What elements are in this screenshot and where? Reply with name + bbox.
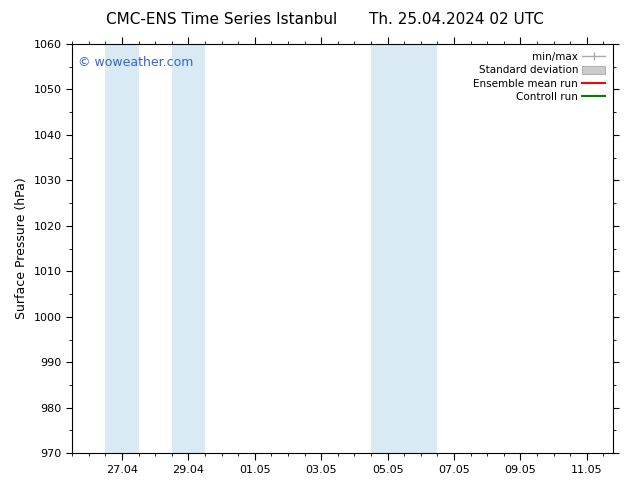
Text: CMC-ENS Time Series Istanbul: CMC-ENS Time Series Istanbul: [107, 12, 337, 27]
Text: Th. 25.04.2024 02 UTC: Th. 25.04.2024 02 UTC: [369, 12, 544, 27]
Bar: [105, 44, 138, 453]
Legend: min/max, Standard deviation, Ensemble mean run, Controll run: min/max, Standard deviation, Ensemble me…: [470, 49, 608, 105]
Bar: [404, 44, 437, 453]
Y-axis label: Surface Pressure (hPa): Surface Pressure (hPa): [15, 178, 28, 319]
Bar: [172, 44, 205, 453]
Bar: [371, 44, 404, 453]
Text: © woweather.com: © woweather.com: [77, 56, 193, 69]
